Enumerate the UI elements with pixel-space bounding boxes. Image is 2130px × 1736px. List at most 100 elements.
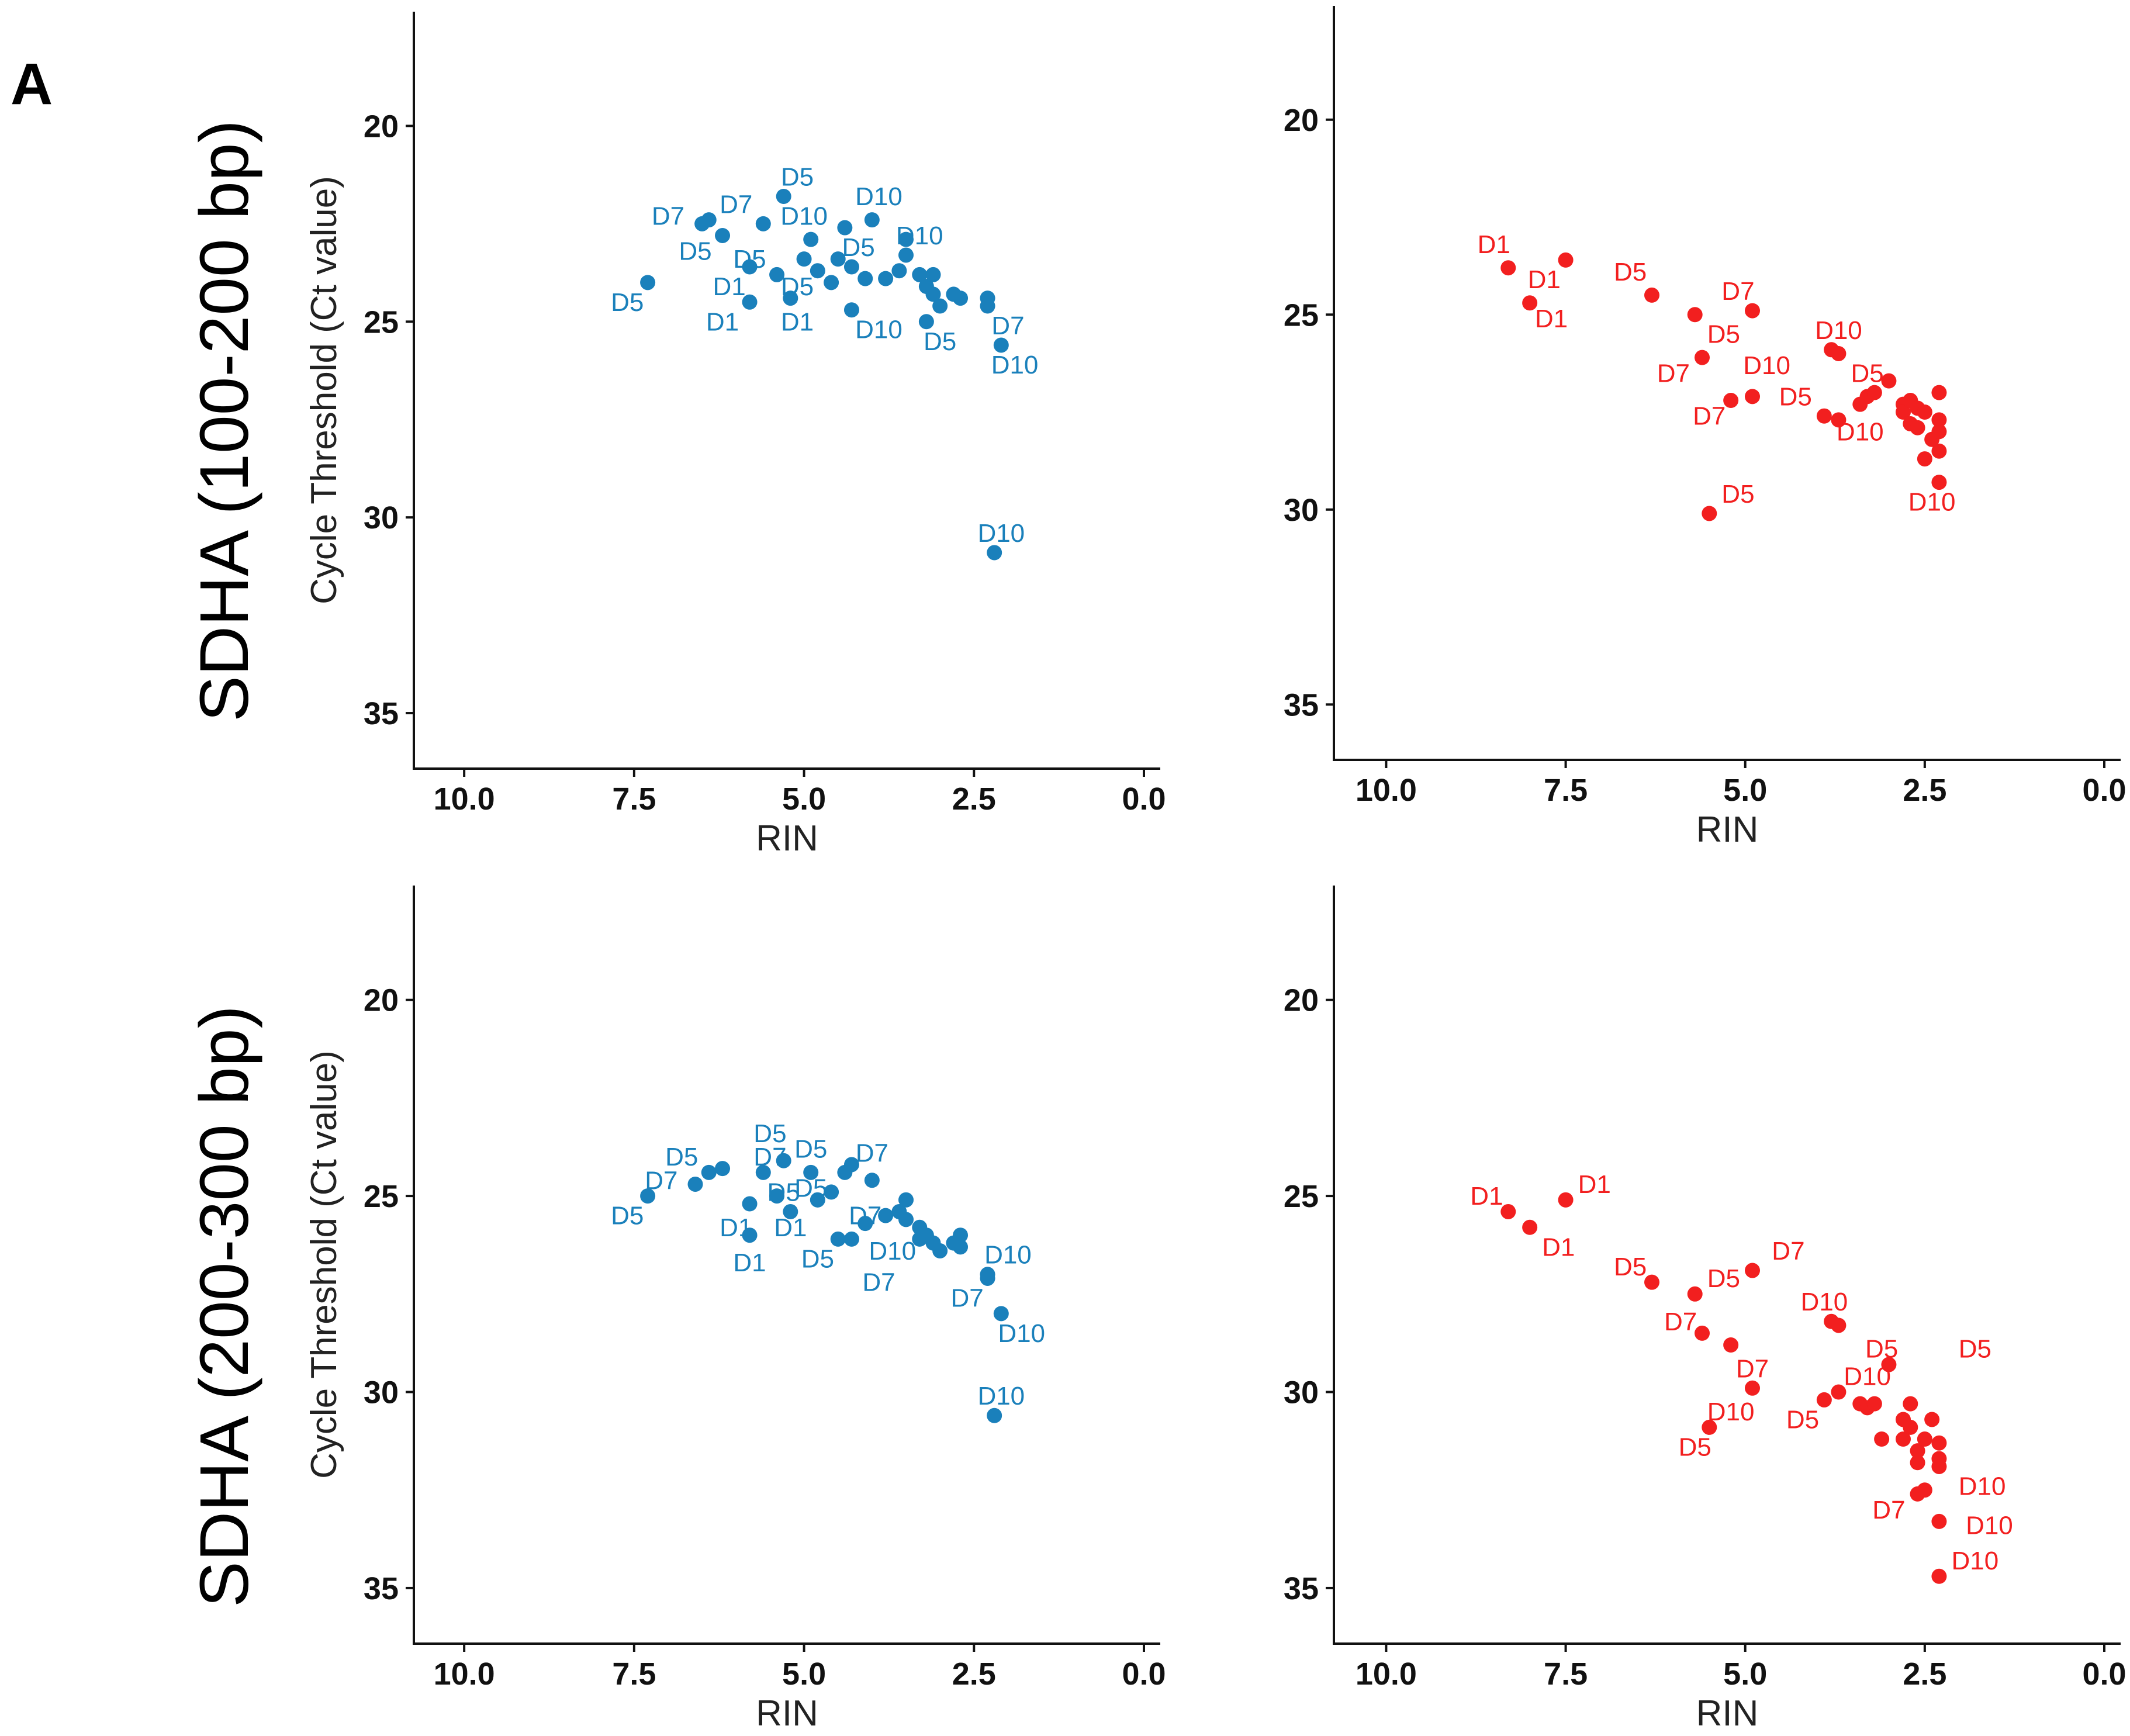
- p0-data-point: [796, 251, 812, 267]
- p3-point-label: D7: [1736, 1354, 1769, 1383]
- p1-data-point: [1831, 345, 1847, 361]
- p2-point-label: D7: [645, 1166, 677, 1195]
- p1-point-label: D10: [1908, 487, 1956, 516]
- p2-x-axis-label: RIN: [756, 1693, 818, 1734]
- p1-data-point: [1881, 373, 1897, 389]
- p0-y-tick-label: 30: [364, 500, 399, 535]
- p2-x-tick-label: 10.0: [434, 1657, 495, 1692]
- p0-point-label: D10: [780, 202, 828, 230]
- p0-data-point: [837, 220, 853, 236]
- p0-data-point: [742, 294, 758, 310]
- p0-y-tick-label: 25: [364, 305, 399, 340]
- p1-data-point: [1816, 408, 1832, 424]
- p2-data-point: [783, 1204, 798, 1219]
- p2-data-point: [987, 1408, 1002, 1423]
- p3-data-point: [1903, 1396, 1918, 1412]
- p1-y-tick-label: 20: [1284, 103, 1319, 138]
- p3-data-point: [1866, 1396, 1882, 1412]
- p2-point-label: D5: [794, 1174, 827, 1203]
- p0-x-tick-label: 0.0: [1122, 781, 1166, 817]
- p1-data-point: [1723, 393, 1739, 409]
- p0-point-label: D1: [713, 272, 746, 301]
- p0-point-label: D10: [977, 519, 1025, 548]
- p2-data-point: [810, 1192, 825, 1208]
- p1-data-point: [1896, 404, 1911, 420]
- p1-data-point: [1931, 443, 1947, 459]
- p1-point-label: D10: [1815, 316, 1862, 345]
- p3-point-label: D5: [1614, 1253, 1647, 1281]
- p3-data-point: [1644, 1274, 1659, 1290]
- p0-data-point: [755, 216, 771, 231]
- p0-data-point: [803, 231, 819, 247]
- p0-x-tick-label: 7.5: [612, 781, 656, 817]
- p3-y-tick-label: 30: [1284, 1375, 1319, 1410]
- p3-point-label: D7: [1664, 1308, 1697, 1336]
- p2-data-point: [755, 1164, 771, 1180]
- p0-point-label: D10: [896, 222, 943, 250]
- p0-x-axis-label: RIN: [756, 818, 818, 859]
- p1-y-tick-label: 25: [1284, 298, 1319, 333]
- p0-data-point: [925, 286, 941, 302]
- p1-data-point: [1831, 412, 1847, 428]
- p3-point-label: D5: [1865, 1335, 1898, 1364]
- p2-y-tick-label: 25: [364, 1179, 399, 1214]
- p2-point-label: D5: [801, 1244, 834, 1273]
- p2-y-tick-label: 20: [364, 983, 399, 1018]
- p3-data-point: [1745, 1380, 1760, 1396]
- p3-data-point: [1881, 1357, 1897, 1372]
- p2-point-label: D7: [951, 1284, 984, 1313]
- p1-point-label: D7: [1721, 277, 1754, 306]
- p3-data-point: [1931, 1513, 1947, 1529]
- p3-data-point: [1910, 1443, 1925, 1459]
- p1-y-tick-label: 30: [1284, 493, 1319, 528]
- p2-x-tick-label: 5.0: [782, 1657, 826, 1692]
- p2-x-tick-label: 0.0: [1122, 1657, 1166, 1692]
- p1-data-point: [1745, 389, 1760, 404]
- p0-data-point: [898, 247, 914, 263]
- p2-point-label: D10: [984, 1241, 1032, 1270]
- p3-point-label: D10: [1951, 1547, 1998, 1575]
- p3-data-point: [1702, 1419, 1717, 1435]
- p2-point-label: D10: [977, 1382, 1025, 1410]
- p1-point-label: D10: [1837, 417, 1884, 446]
- row-title-2: SDHA (200-300 bp): [186, 1005, 263, 1607]
- p1-data-point: [1931, 475, 1947, 490]
- p0-data-point: [715, 227, 731, 243]
- p1-x-tick-label: 2.5: [1903, 773, 1946, 808]
- p1-data-point: [1500, 260, 1516, 276]
- p3-y-tick-label: 35: [1284, 1571, 1319, 1606]
- p2-data-point: [803, 1164, 819, 1180]
- p0-point-label: D10: [855, 316, 903, 344]
- p2-data-point: [980, 1267, 995, 1282]
- p0-data-point: [878, 271, 894, 286]
- p0-data-point: [640, 275, 656, 291]
- p1-data-point: [1917, 451, 1932, 467]
- p3-data-point: [1903, 1419, 1918, 1435]
- p0-x-tick-label: 2.5: [952, 781, 996, 817]
- p0-data-point: [783, 291, 798, 306]
- p3-point-label: D5: [1707, 1264, 1740, 1293]
- p0-data-point: [776, 188, 791, 204]
- p1-point-label: D5: [1707, 320, 1740, 349]
- p0-point-label: D1: [706, 307, 739, 336]
- p3-point-label: D7: [1872, 1496, 1905, 1524]
- p2-point-label: D5: [767, 1178, 800, 1206]
- p1-data-point: [1910, 420, 1925, 435]
- p0-point-label: D5: [924, 327, 956, 356]
- p3-x-tick-label: 0.0: [2082, 1657, 2126, 1692]
- p3-data-point: [1687, 1286, 1703, 1302]
- p3-point-label: D5: [1959, 1335, 1991, 1364]
- p0-data-point: [824, 275, 839, 291]
- p0-point-label: D5: [842, 233, 874, 262]
- p0-data-point: [843, 302, 859, 318]
- p1-data-point: [1695, 350, 1710, 365]
- p0-data-point: [891, 263, 907, 279]
- p3-data-point: [1695, 1325, 1710, 1341]
- p2-data-point: [640, 1188, 656, 1204]
- p2-point-label: D7: [856, 1139, 888, 1167]
- p2-data-point: [742, 1227, 758, 1243]
- p0-point-label: D5: [733, 245, 766, 274]
- p1-point-label: D1: [1478, 230, 1510, 259]
- p2-data-point: [932, 1243, 948, 1259]
- p2-data-point: [993, 1306, 1009, 1322]
